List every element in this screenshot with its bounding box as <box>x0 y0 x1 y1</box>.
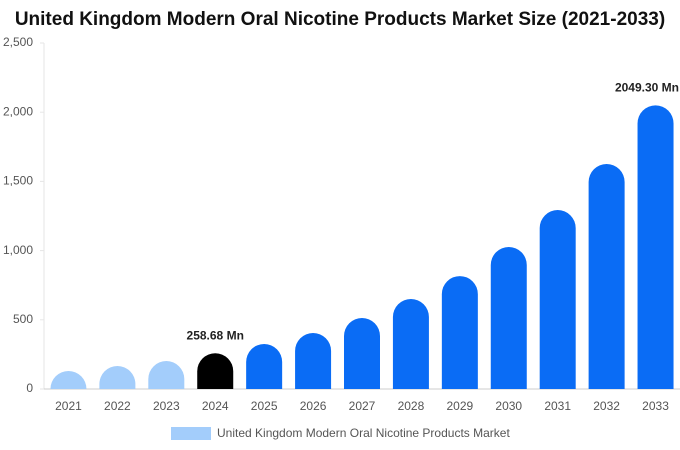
chart-title: United Kingdom Modern Oral Nicotine Prod… <box>15 9 665 30</box>
x-tick-label: 2027 <box>349 399 376 413</box>
x-tick-label: 2026 <box>300 399 327 413</box>
y-tick-label: 1,000 <box>3 243 33 257</box>
bar <box>539 210 576 389</box>
x-tick-label: 2021 <box>55 399 82 413</box>
x-tick-label: 2033 <box>642 399 669 413</box>
bar <box>50 371 87 389</box>
bar <box>148 361 185 389</box>
y-tick-label: 2,000 <box>3 104 33 118</box>
x-tick-label: 2022 <box>104 399 131 413</box>
legend-label: United Kingdom Modern Oral Nicotine Prod… <box>217 426 510 440</box>
x-tick-label: 2030 <box>495 399 522 413</box>
x-tick-label: 2024 <box>202 399 229 413</box>
bar <box>197 353 234 389</box>
x-tick-label: 2031 <box>544 399 571 413</box>
x-tick-label: 2032 <box>593 399 620 413</box>
bar <box>490 247 527 389</box>
y-tick-label: 2,500 <box>3 35 33 49</box>
value-label: 258.68 Mn <box>187 328 244 342</box>
x-tick-label: 2023 <box>153 399 180 413</box>
y-tick-label: 1,500 <box>3 174 33 188</box>
bar <box>637 105 674 389</box>
bar <box>99 366 136 389</box>
legend-swatch <box>171 427 211 440</box>
bar <box>246 344 283 389</box>
bar <box>441 276 478 389</box>
bar <box>344 318 380 389</box>
bar <box>588 163 625 389</box>
bar <box>392 299 429 389</box>
x-tick-label: 2029 <box>446 399 473 413</box>
y-tick-label: 0 <box>26 381 33 395</box>
x-tick-label: 2025 <box>251 399 278 413</box>
bar <box>295 332 332 389</box>
value-label: 2049.30 Mn <box>615 81 679 95</box>
y-tick-label: 500 <box>13 312 33 326</box>
x-tick-label: 2028 <box>398 399 425 413</box>
